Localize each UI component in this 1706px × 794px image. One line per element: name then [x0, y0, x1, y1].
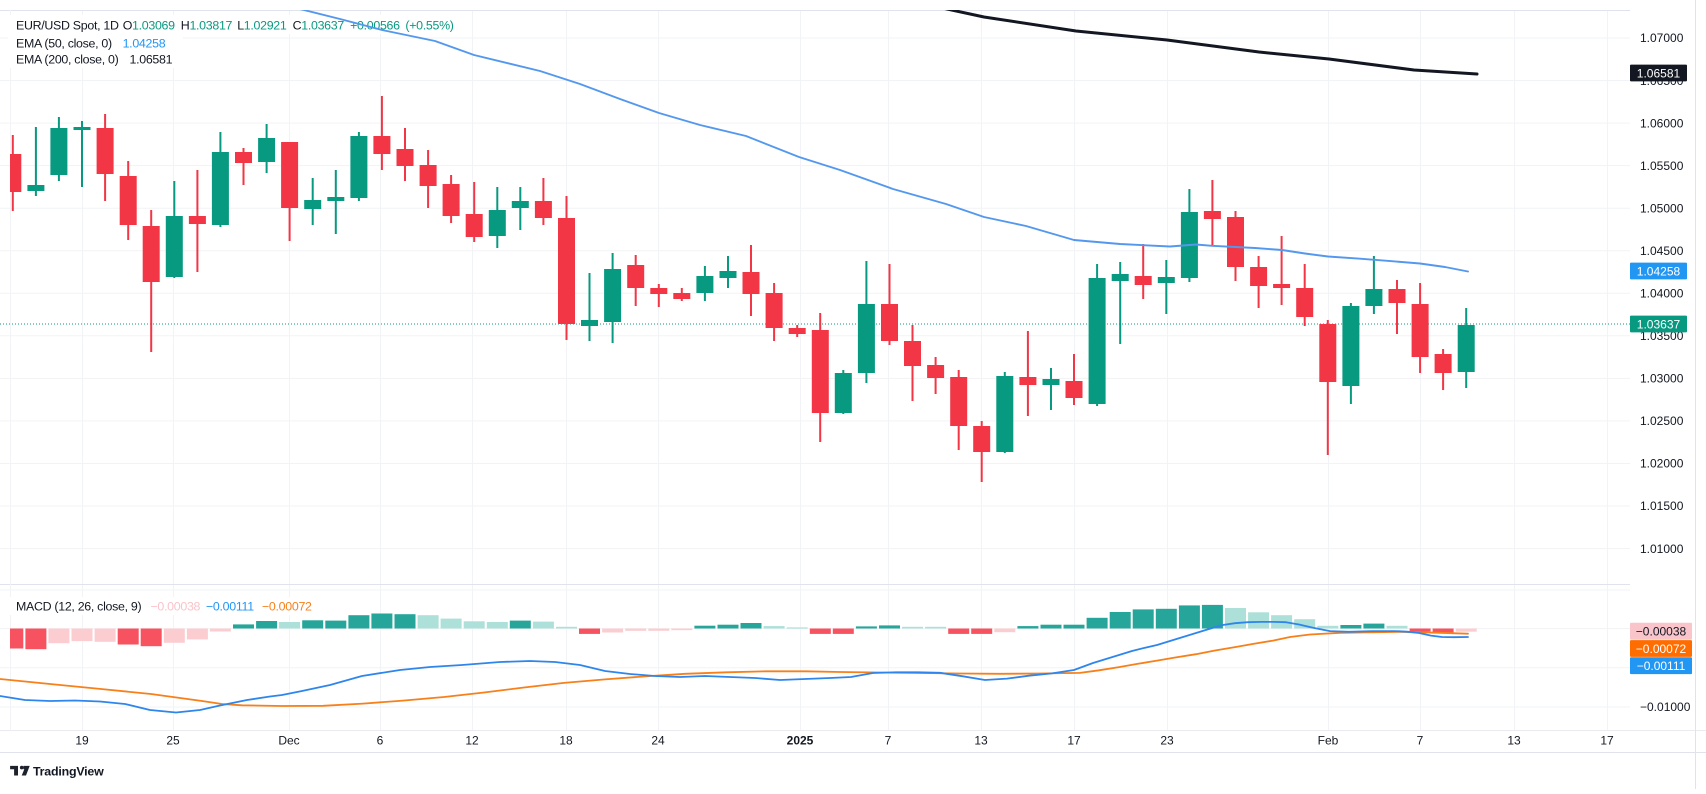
- svg-text:25: 25: [166, 734, 180, 748]
- svg-text:13: 13: [1507, 734, 1521, 748]
- svg-text:1.06581: 1.06581: [1637, 66, 1681, 80]
- svg-text:12: 12: [465, 734, 479, 748]
- svg-text:1.04000: 1.04000: [1640, 287, 1684, 301]
- svg-text:−0.00072: −0.00072: [1636, 642, 1687, 656]
- svg-text:6: 6: [377, 734, 384, 748]
- svg-text:1.01500: 1.01500: [1640, 499, 1684, 513]
- svg-text:1.04258: 1.04258: [1637, 264, 1681, 278]
- svg-text:1.04500: 1.04500: [1640, 244, 1684, 258]
- svg-text:19: 19: [75, 734, 89, 748]
- svg-text:1.03637: 1.03637: [1637, 317, 1681, 331]
- svg-text:24: 24: [651, 734, 665, 748]
- svg-text:TradingView: TradingView: [33, 765, 104, 779]
- svg-text:Dec: Dec: [278, 734, 299, 748]
- svg-text:1.07000: 1.07000: [1640, 31, 1684, 45]
- svg-text:23: 23: [1160, 734, 1174, 748]
- svg-text:18: 18: [559, 734, 573, 748]
- svg-text:EMA (50, close, 0)1.04258: EMA (50, close, 0) 1.04258: [16, 37, 166, 51]
- svg-text:1.01000: 1.01000: [1640, 542, 1684, 556]
- svg-text:1.02000: 1.02000: [1640, 457, 1684, 471]
- svg-text:−0.01000: −0.01000: [1640, 700, 1691, 714]
- svg-text:MACD (12, 26, close, 9)−0.0003: MACD (12, 26, close, 9) −0.00038 −0.00111−…: [16, 600, 312, 614]
- svg-text:1.02500: 1.02500: [1640, 414, 1684, 428]
- svg-text:2025: 2025: [787, 734, 814, 748]
- svg-text:17: 17: [1600, 734, 1614, 748]
- svg-text:−0.00111: −0.00111: [1637, 659, 1686, 673]
- svg-text:1.03500: 1.03500: [1640, 329, 1684, 343]
- svg-text:7: 7: [1417, 734, 1424, 748]
- svg-text:17: 17: [1067, 734, 1081, 748]
- svg-text:EMA (200, close, 0)1.06581: EMA (200, close, 0) 1.06581: [16, 53, 173, 67]
- svg-text:1.05500: 1.05500: [1640, 159, 1684, 173]
- svg-text:1.05000: 1.05000: [1640, 201, 1684, 215]
- svg-text:−0.00038: −0.00038: [1636, 625, 1687, 639]
- svg-text:1.06000: 1.06000: [1640, 116, 1684, 130]
- svg-text:13: 13: [974, 734, 988, 748]
- svg-text:Feb: Feb: [1318, 734, 1339, 748]
- svg-text:7: 7: [885, 734, 892, 748]
- svg-text:1.03000: 1.03000: [1640, 372, 1684, 386]
